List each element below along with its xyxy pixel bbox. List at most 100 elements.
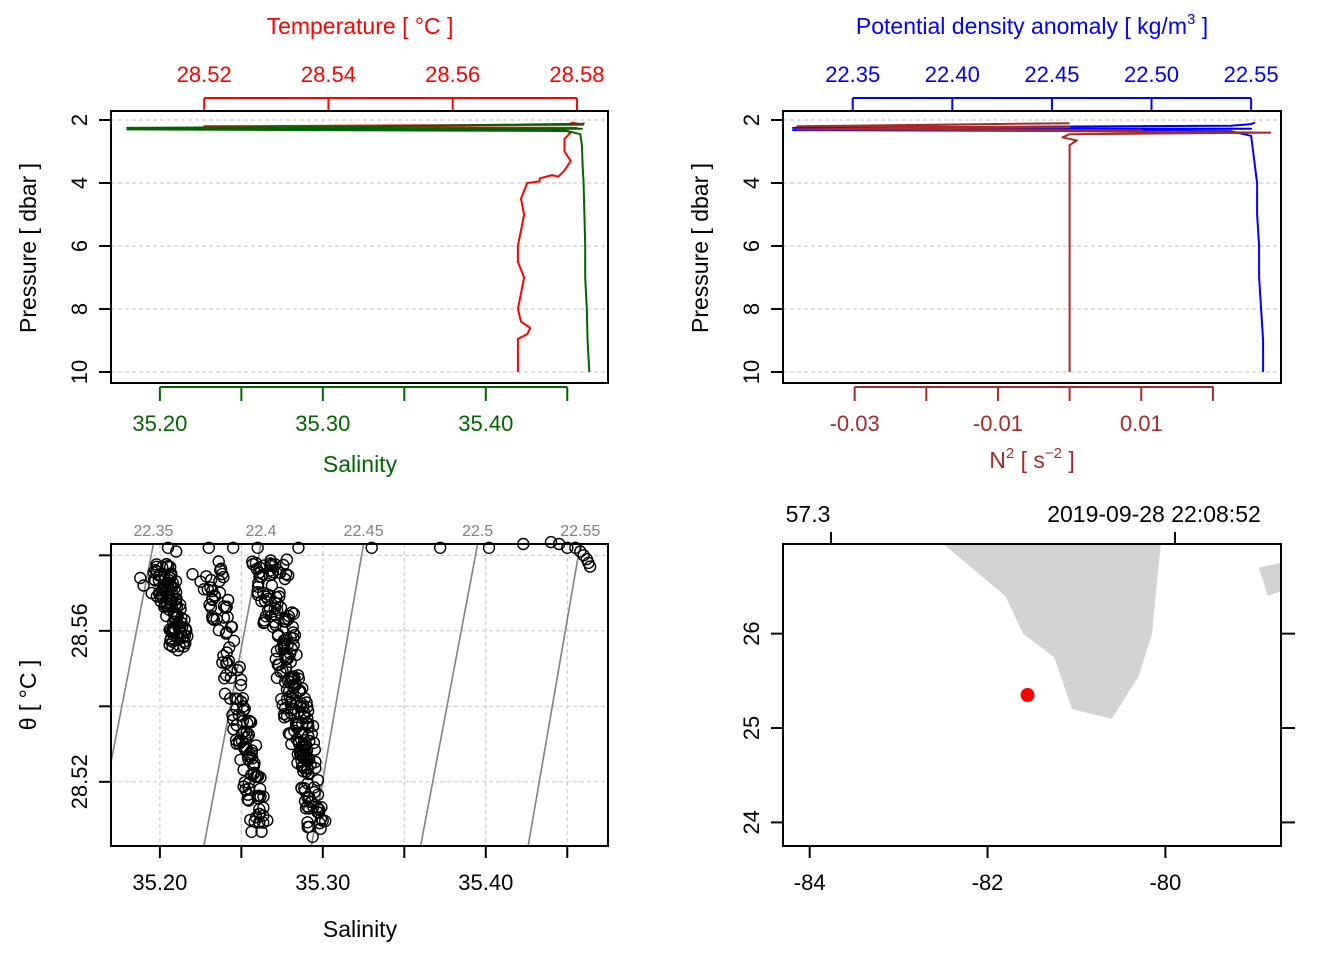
p3-isopycnals: 22.35 22.4 22.45 22.5 22.55	[110, 523, 600, 847]
p3-frame	[110, 543, 609, 847]
p3-point	[237, 704, 250, 717]
p3-point	[217, 600, 231, 613]
p3-point	[240, 726, 253, 739]
p3-x-tick-label: 35.20	[132, 870, 187, 895]
p4-x-tick-label: -82	[972, 870, 1004, 895]
p3-point	[202, 541, 216, 554]
p3-point	[311, 774, 325, 787]
p3-point	[197, 583, 211, 596]
p1-y-tick-label: 2	[67, 114, 92, 126]
p2-bottom-tick-label: -0.01	[973, 411, 1023, 436]
p2-bottom-title-sup2: −2	[1045, 445, 1062, 462]
p3-point	[245, 744, 259, 757]
p3-y-axis-title: θ [ °C ]	[15, 660, 41, 731]
p3-point	[160, 558, 174, 571]
p1-bottom-tick-label: 35.40	[458, 411, 513, 436]
p2-bottom-axis-title: N2 [ s−2 ]	[989, 445, 1075, 473]
p3-point	[282, 569, 295, 582]
p3-point	[251, 541, 264, 554]
p1-top-tick-label: 28.56	[425, 62, 480, 87]
p3-point	[226, 541, 240, 554]
p3-point	[254, 771, 267, 784]
p3-isopycnal-line	[110, 543, 155, 763]
p3-point	[251, 588, 265, 602]
p3-point	[280, 553, 294, 566]
p3-point	[194, 575, 207, 588]
p3-isopycnal-line	[419, 543, 479, 847]
p2-series-1	[796, 122, 1272, 372]
p2-bottom-tick-label: 0.01	[1120, 411, 1163, 436]
p3-point	[158, 573, 172, 587]
p2-axes: 2 4 6 8 10 22.35 22.40 22.45 22.50 22.55 -0.03 -0.0…	[739, 62, 1279, 436]
p2-bottom-title-sup1: 2	[1006, 445, 1014, 462]
p3-point	[561, 541, 574, 554]
p3-point	[266, 565, 280, 579]
p3-point	[303, 820, 316, 833]
p2-top-tick-label: 22.40	[925, 62, 980, 87]
p2-bottom-title-end: ]	[1062, 447, 1075, 473]
p3-point	[482, 541, 496, 554]
p3-point	[186, 568, 199, 581]
p3-point	[220, 656, 234, 669]
p3-point	[288, 724, 301, 737]
p3-point	[234, 673, 248, 686]
p3-isopycnal-label: 22.4	[245, 523, 276, 540]
p3-point	[230, 737, 243, 750]
p3-point	[301, 753, 314, 767]
p3-point	[218, 687, 232, 700]
p3-axes: 35.20 35.30 35.40 28.52 28.56	[67, 554, 569, 895]
p3-point	[307, 736, 321, 749]
p3-point	[226, 708, 239, 722]
p1-frame	[110, 110, 609, 384]
p3-point	[292, 541, 305, 554]
p2-y-axis-title: Pressure [ dbar ]	[687, 163, 713, 333]
p3-point	[165, 569, 178, 582]
p3-point	[219, 627, 233, 640]
p3-point	[253, 803, 266, 816]
p3-point	[268, 596, 282, 609]
p3-point	[219, 601, 232, 614]
p1-series-0	[172, 121, 585, 372]
p4-axes: -84 -82 -80 24 25 26	[739, 621, 1295, 895]
p2-top-title-main: Potential density anomaly [ kg/m	[856, 13, 1187, 39]
p3-point	[271, 658, 284, 671]
p3-point	[229, 692, 242, 705]
p2-y-tick-label: 10	[739, 360, 764, 384]
p3-point	[217, 570, 230, 584]
p2-top-tick-label: 22.55	[1224, 62, 1279, 87]
p3-point	[544, 535, 558, 549]
p3-point	[224, 664, 238, 677]
p1-series-1	[126, 122, 591, 373]
p2-y-tick-label: 2	[739, 114, 764, 126]
p3-point	[296, 728, 309, 741]
p3-point	[309, 755, 322, 769]
p3-point	[301, 712, 314, 725]
p3-point	[297, 706, 311, 719]
p4-x-tick-label: -84	[794, 870, 826, 895]
p3-point	[365, 541, 378, 554]
p3-point	[297, 700, 310, 713]
p3-point	[201, 583, 215, 596]
p3-point	[134, 571, 147, 585]
map-station-marker	[1020, 688, 1035, 702]
p3-point	[574, 545, 587, 558]
p3-point	[213, 586, 227, 599]
p3-point	[278, 707, 291, 721]
p2-y-tick-label: 8	[739, 303, 764, 315]
p2-top-title-sup: 3	[1187, 11, 1195, 28]
p3-point	[291, 669, 305, 682]
p3-isopycnal-label: 22.55	[560, 523, 600, 540]
p3-point	[230, 702, 243, 715]
p3-point	[280, 632, 293, 645]
p3-point	[278, 649, 292, 662]
panel-ts-diagram: Salinity θ [ °C ] 22.35 22.4 22.45 22.5 22.5…	[15, 523, 609, 942]
p3-point	[137, 579, 150, 592]
p1-top-tick-label: 28.52	[177, 62, 232, 87]
p1-bottom-tick-label: 35.20	[132, 411, 187, 436]
p3-point	[270, 591, 283, 604]
p3-point	[219, 668, 233, 682]
map-top-left-label: 57.3	[786, 501, 831, 527]
p3-plot-area	[134, 535, 597, 843]
p1-y-tick-label: 4	[67, 177, 92, 189]
p3-point	[169, 545, 183, 558]
